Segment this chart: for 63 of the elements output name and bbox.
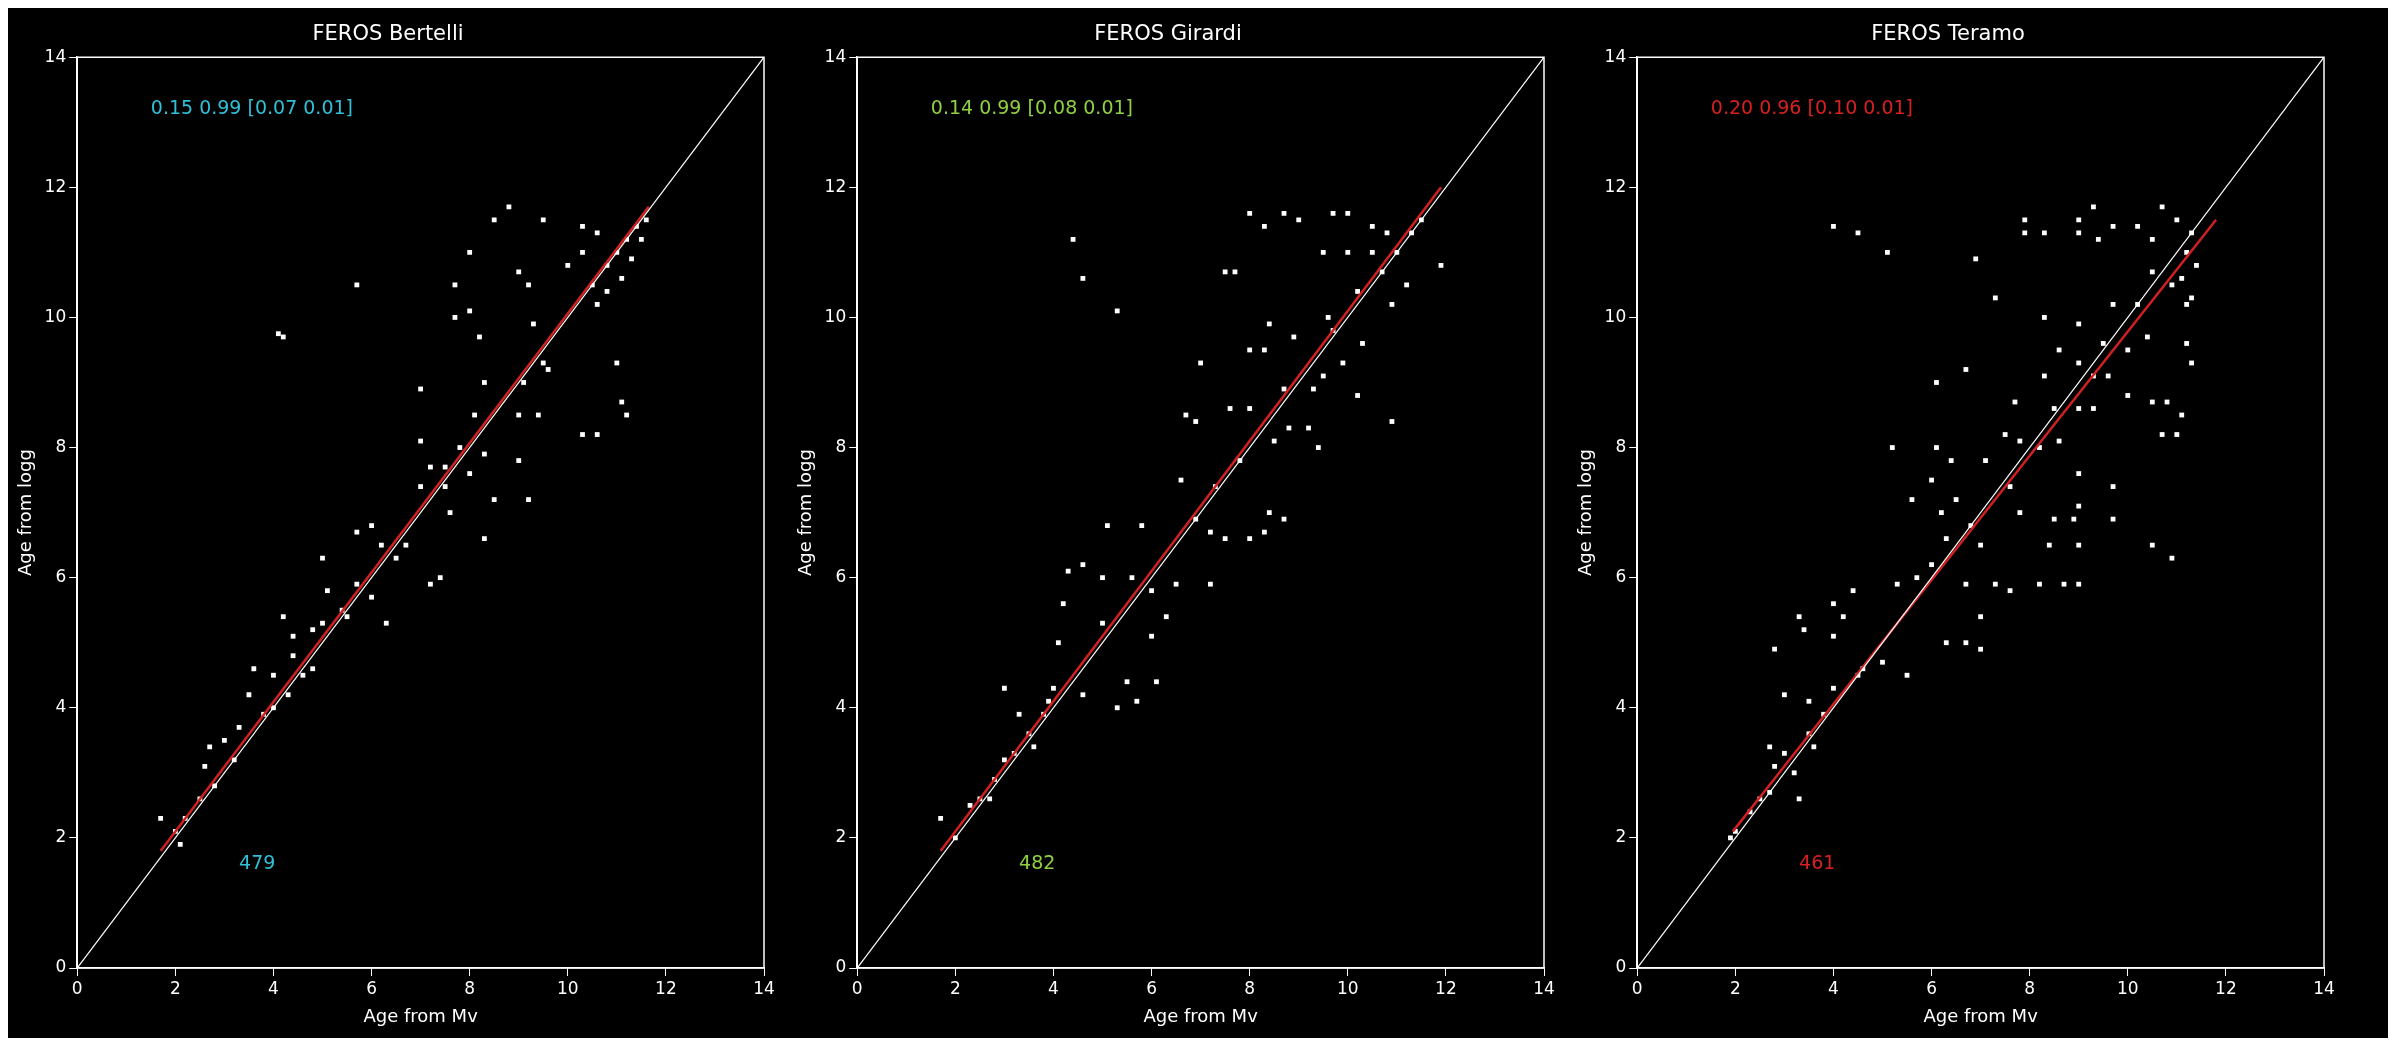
x-tick-label: 10	[1336, 977, 1359, 998]
y-tick-label: 10	[1604, 305, 1627, 326]
x-tick-label: 8	[2024, 977, 2036, 998]
x-tick-label: 2	[949, 977, 961, 998]
y-tick-label: 8	[55, 435, 67, 456]
x-tick-label: 8	[1244, 977, 1256, 998]
x-tick-label: 4	[1828, 977, 1839, 998]
x-tick-label: 2	[1729, 977, 1741, 998]
x-tick-label: 0	[851, 977, 863, 998]
annotation: 461	[1799, 850, 1836, 873]
chart-title: FEROS Girardi	[1094, 21, 1242, 46]
y-tick-label: 2	[55, 826, 67, 847]
annotation: 0.14 0.99 [0.08 0.01]	[930, 96, 1133, 119]
x-axis-title: Age from Mv	[1923, 1004, 2039, 1026]
x-tick-label: 6	[1926, 977, 1937, 998]
y-tick-label: 0	[55, 956, 67, 977]
y-tick-label: 8	[835, 435, 847, 456]
y-axis-title: Age from logg	[1574, 449, 1596, 577]
y-tick-label: 14	[1604, 45, 1627, 66]
x-tick-label: 6	[366, 977, 377, 998]
x-tick-label: 4	[1048, 977, 1059, 998]
y-tick-label: 6	[835, 566, 847, 587]
x-tick-label: 12	[1435, 977, 1457, 998]
y-tick-label: 6	[55, 566, 67, 587]
x-tick-label: 0	[1631, 977, 1643, 998]
y-tick-label: 0	[835, 956, 847, 977]
y-tick-label: 14	[44, 45, 67, 66]
y-tick-label: 12	[824, 175, 847, 196]
annotation: 479	[239, 850, 276, 873]
x-tick-label: 14	[1533, 977, 1555, 998]
chart-title: FEROS Teramo	[1871, 21, 2025, 46]
x-tick-label: 12	[2215, 977, 2237, 998]
x-tick-label: 10	[556, 977, 579, 998]
y-tick-label: 8	[1615, 435, 1627, 456]
y-tick-label: 2	[835, 826, 847, 847]
x-tick-label: 10	[2116, 977, 2139, 998]
y-tick-label: 4	[835, 696, 847, 717]
y-tick-label: 14	[824, 45, 847, 66]
y-tick-label: 4	[55, 696, 67, 717]
x-axis-title: Age from Mv	[363, 1004, 479, 1026]
y-axis-title: Age from logg	[14, 449, 36, 577]
x-tick-label: 4	[268, 977, 279, 998]
x-tick-label: 8	[464, 977, 476, 998]
x-tick-label: 14	[753, 977, 775, 998]
x-axis-title: Age from Mv	[1143, 1004, 1259, 1026]
chart-title: FEROS Bertelli	[312, 21, 464, 46]
y-tick-label: 2	[1615, 826, 1627, 847]
annotation: 482	[1019, 850, 1056, 873]
y-tick-label: 10	[824, 305, 847, 326]
y-tick-label: 0	[1615, 956, 1627, 977]
x-tick-label: 12	[655, 977, 677, 998]
x-tick-label: 14	[2313, 977, 2335, 998]
y-tick-label: 10	[44, 305, 67, 326]
annotation: 0.20 0.96 [0.10 0.01]	[1710, 96, 1913, 119]
y-tick-label: 12	[44, 175, 67, 196]
y-tick-label: 6	[1615, 566, 1627, 587]
annotation: 0.15 0.99 [0.07 0.01]	[150, 96, 353, 119]
x-tick-label: 6	[1146, 977, 1157, 998]
y-tick-label: 4	[1615, 696, 1627, 717]
x-tick-label: 2	[169, 977, 181, 998]
x-tick-label: 0	[71, 977, 83, 998]
y-axis-title: Age from logg	[794, 449, 816, 577]
y-tick-label: 12	[1604, 175, 1627, 196]
